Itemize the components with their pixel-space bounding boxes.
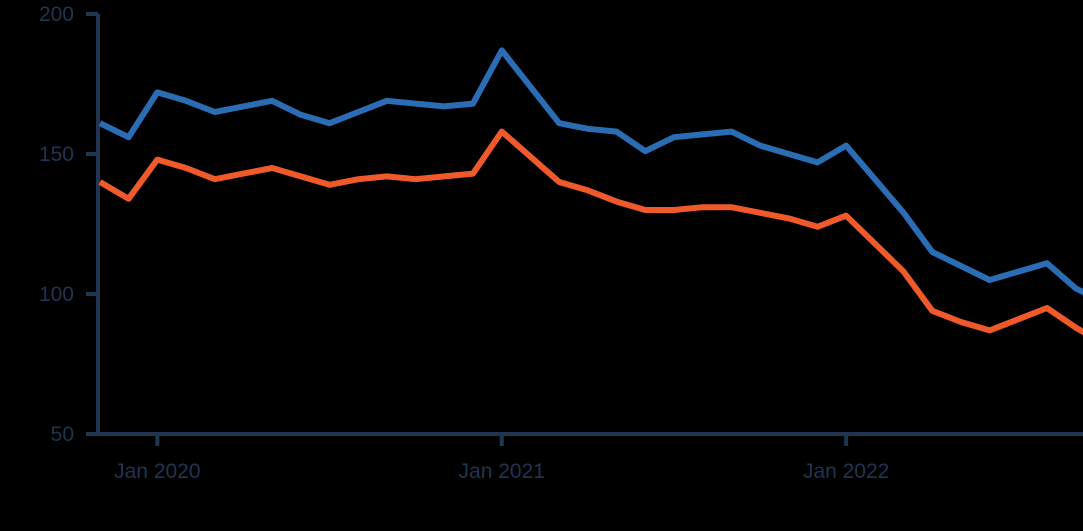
x-tick-label: Jan 2022 <box>803 460 889 483</box>
y-tick-label: 50 <box>51 423 74 446</box>
y-tick-label: 200 <box>39 3 74 26</box>
series-lines <box>98 47 1083 336</box>
series-line-1 <box>98 47 1083 296</box>
series-line-2 <box>98 128 1083 336</box>
y-tick-label: 100 <box>39 283 74 306</box>
x-tick-label: Jan 2021 <box>459 460 545 483</box>
y-tick-label: 150 <box>39 143 74 166</box>
y-axis: 50 100 150 200 <box>39 3 100 446</box>
x-axis: Jan 2020 Jan 2021 Jan 2022 <box>98 432 1083 483</box>
x-tick-label: Jan 2020 <box>114 460 200 483</box>
